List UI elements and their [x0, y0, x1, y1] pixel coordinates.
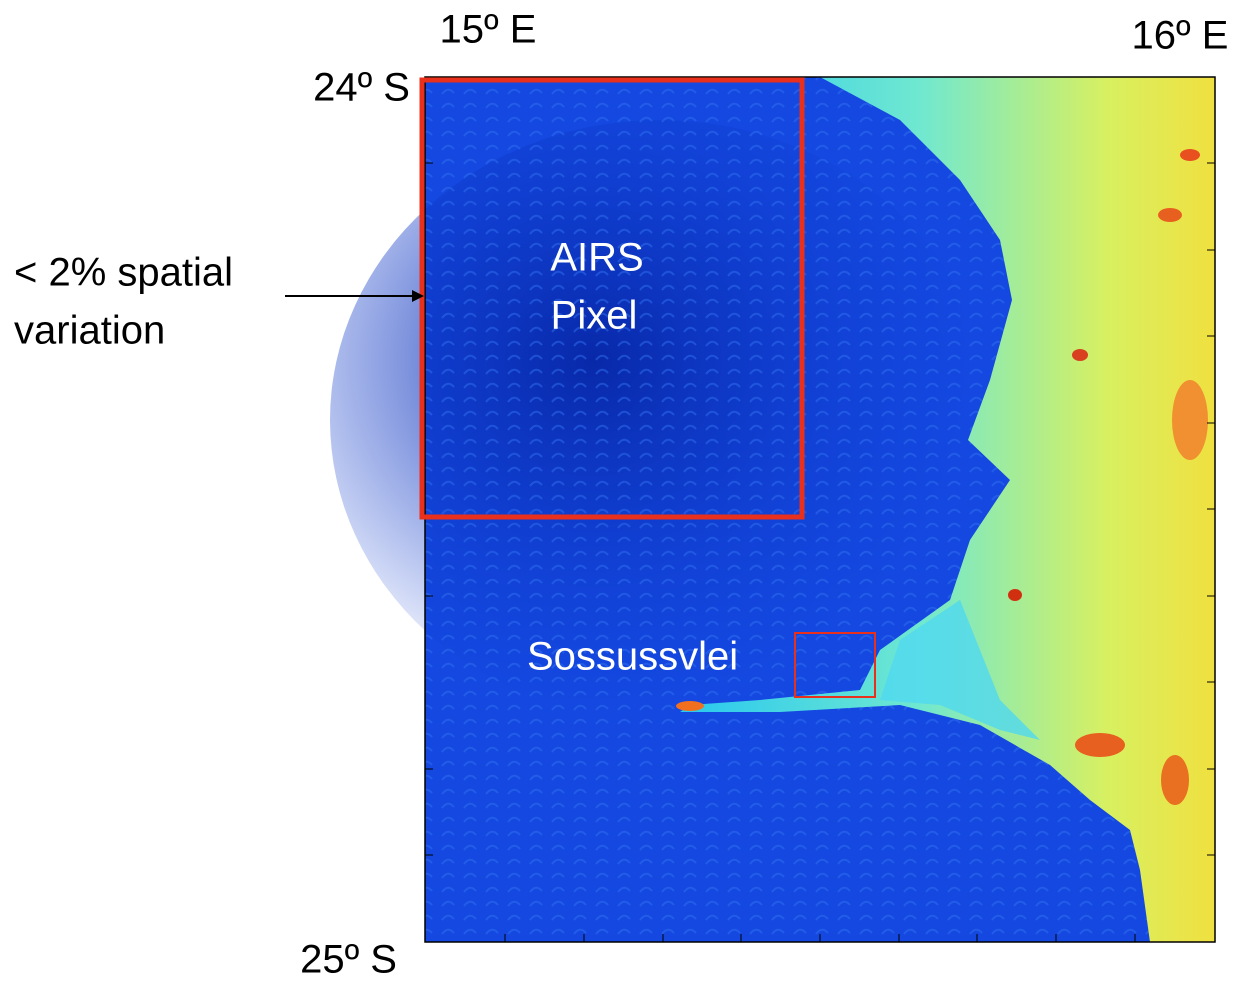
satellite-image: [330, 77, 1215, 942]
lat-label: 25º S: [300, 938, 397, 982]
lon-label: 15º E: [440, 8, 537, 52]
lat-label: 24º S: [313, 66, 410, 110]
annotation: variation: [14, 309, 165, 353]
box-label: AIRS: [550, 236, 643, 280]
lon-label: 16º E: [1132, 14, 1229, 58]
box-label: Pixel: [551, 294, 638, 338]
annotation: < 2% spatial: [14, 251, 233, 295]
page: 15º E 16º E 24º S 25º S < 2% spatial var…: [0, 0, 1243, 982]
site-label: Sossussvlei: [527, 635, 738, 679]
